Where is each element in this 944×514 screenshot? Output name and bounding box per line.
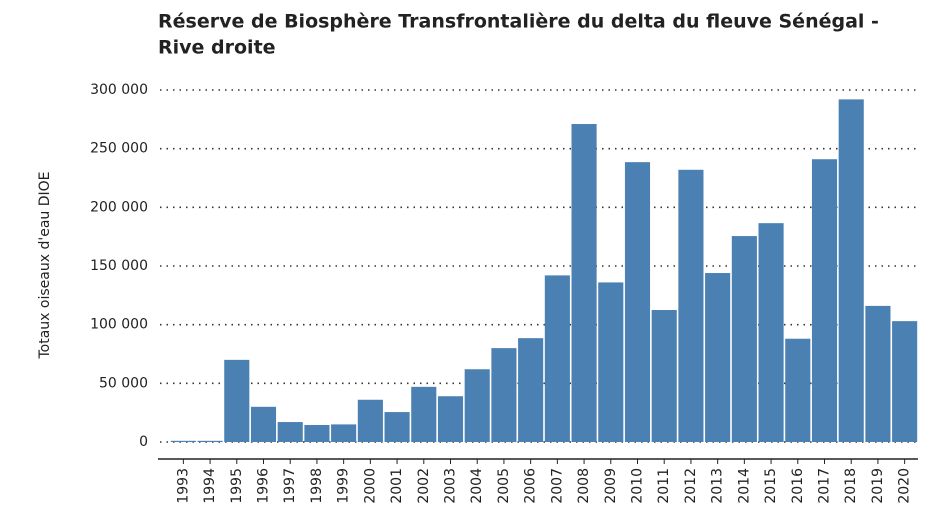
bar <box>892 321 918 442</box>
bar <box>518 338 544 442</box>
y-axis-label: Totaux oiseaux d'eau DIOE <box>37 172 53 360</box>
bar <box>170 440 196 442</box>
y-tick-label: 0 <box>139 434 148 450</box>
bar <box>197 440 223 442</box>
x-tick-label: 2012 <box>683 468 699 504</box>
y-tick-label: 150 000 <box>90 258 148 274</box>
bar <box>437 396 464 442</box>
bar <box>838 99 864 443</box>
x-tick-label: 2019 <box>870 468 886 504</box>
bar <box>357 399 383 442</box>
x-tick-label: 2009 <box>603 468 619 504</box>
x-tick-label: 1993 <box>175 468 191 504</box>
bar <box>491 348 517 442</box>
x-tick-label: 1996 <box>256 468 272 504</box>
x-tick-label: 2015 <box>763 468 779 504</box>
bar <box>411 386 437 442</box>
x-tick-label: 2002 <box>416 468 432 504</box>
bar <box>250 406 277 442</box>
x-tick-label: 2017 <box>817 468 833 504</box>
y-tick-label: 50 000 <box>99 375 148 391</box>
bar <box>865 305 891 442</box>
bar <box>731 236 757 442</box>
x-tick-label: 2018 <box>843 468 859 504</box>
x-tick-label: 1995 <box>229 468 245 504</box>
bar <box>651 310 677 442</box>
bar <box>811 159 838 442</box>
x-tick-label: 2004 <box>469 468 485 504</box>
x-tick-label: 2006 <box>523 468 539 504</box>
x-tick-label: 2007 <box>549 468 565 504</box>
x-tick-label: 2014 <box>736 468 752 504</box>
bar <box>464 369 490 442</box>
bar <box>598 282 624 442</box>
bar <box>785 338 811 442</box>
chart-title: Réserve de Biosphère Transfrontalière du… <box>158 11 879 33</box>
x-tick-label: 2005 <box>496 468 512 504</box>
x-tick-label: 2013 <box>710 468 726 504</box>
bar <box>758 223 784 442</box>
x-tick-label: 2020 <box>897 468 913 504</box>
bar <box>304 424 330 442</box>
x-tick-label: 2010 <box>630 468 646 504</box>
x-tick-label: 1997 <box>282 468 298 504</box>
y-tick-label: 250 000 <box>90 141 148 157</box>
chart-title: Rive droite <box>158 37 276 59</box>
x-tick-label: 1998 <box>309 468 325 504</box>
x-tick-label: 2000 <box>362 468 378 504</box>
bar <box>331 424 357 442</box>
x-tick-label: 2011 <box>656 468 672 504</box>
x-tick-label: 2003 <box>443 468 459 504</box>
bar <box>224 359 250 442</box>
x-tick-label: 2008 <box>576 468 592 504</box>
bar <box>277 422 303 442</box>
bar <box>678 169 704 442</box>
y-tick-label: 100 000 <box>90 317 148 333</box>
x-tick-label: 2016 <box>790 468 806 504</box>
bar <box>705 273 731 442</box>
x-tick-label: 2001 <box>389 468 405 504</box>
y-tick-label: 200 000 <box>90 199 148 215</box>
bar <box>571 124 597 442</box>
bar <box>384 412 410 442</box>
x-tick-label: 1994 <box>202 468 218 504</box>
bar <box>624 162 651 442</box>
x-tick-label: 1999 <box>336 468 352 504</box>
bar <box>544 275 570 442</box>
y-tick-label: 300 000 <box>90 82 148 98</box>
